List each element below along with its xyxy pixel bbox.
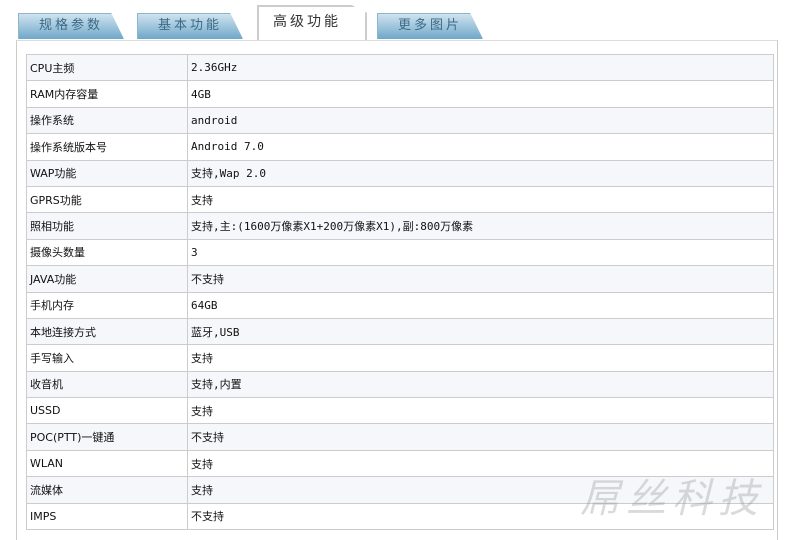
spec-label: JAVA功能: [26, 265, 188, 293]
spec-value: 支持: [187, 185, 774, 214]
table-row: 操作系统 android: [26, 106, 774, 135]
spec-label: 手机内存: [26, 291, 188, 319]
tab-specs[interactable]: 规格参数: [18, 13, 124, 39]
spec-value: 不支持: [187, 423, 774, 451]
spec-value: 支持: [187, 449, 774, 478]
spec-label: 摄像头数量: [26, 238, 188, 267]
spec-value: 支持,内置: [187, 370, 774, 399]
table-row: 操作系统版本号 Android 7.0: [26, 133, 774, 161]
table-row: 摄像头数量 3: [26, 238, 774, 267]
spec-label: 流媒体: [26, 476, 188, 504]
table-row: WAP功能 支持,Wap 2.0: [26, 159, 774, 187]
spec-value: 支持,主:(1600万像素X1+200万像素X1),副:800万像素: [187, 212, 774, 240]
tab-basic-features[interactable]: 基本功能: [137, 13, 243, 39]
spec-value: Android 7.0: [187, 133, 774, 161]
spec-label: 手写输入: [26, 344, 188, 372]
spec-value: 不支持: [187, 265, 774, 293]
tab-advanced-features[interactable]: 高级功能: [257, 5, 367, 41]
table-row: WLAN 支持: [26, 449, 774, 478]
tab-more-images[interactable]: 更多图片: [377, 13, 483, 39]
spec-table: CPU主频 2.36GHz RAM内存容量 4GB 操作系统 android 操作系统版本号…: [26, 53, 774, 531]
table-row: RAM内存容量 4GB: [26, 80, 774, 108]
spec-value: 3: [187, 238, 774, 267]
spec-label: 收音机: [26, 370, 188, 399]
spec-value: android: [187, 106, 774, 135]
tab-bar: 规格参数 基本功能 高级功能 更多图片: [0, 0, 790, 42]
spec-label: WLAN: [26, 449, 188, 478]
spec-value: 2.36GHz: [187, 53, 774, 82]
spec-label: 本地连接方式: [26, 317, 188, 346]
table-row: POC(PTT)一键通 不支持: [26, 423, 774, 451]
table-row: 照相功能 支持,主:(1600万像素X1+200万像素X1),副:800万像素: [26, 212, 774, 240]
spec-label: CPU主频: [26, 53, 188, 82]
spec-label: POC(PTT)一键通: [26, 423, 188, 451]
table-row: JAVA功能 不支持: [26, 265, 774, 293]
spec-value: 支持: [187, 397, 774, 425]
spec-label: GPRS功能: [26, 185, 188, 214]
table-row: GPRS功能 支持: [26, 185, 774, 214]
spec-value: 64GB: [187, 291, 774, 319]
table-row: CPU主频 2.36GHz: [26, 53, 774, 82]
spec-label: USSD: [26, 397, 188, 425]
spec-value: 支持: [187, 344, 774, 372]
spec-label: WAP功能: [26, 159, 188, 187]
content-frame: [16, 40, 778, 540]
spec-value: 支持,Wap 2.0: [187, 159, 774, 187]
table-row: 手机内存 64GB: [26, 291, 774, 319]
watermark: 屌丝科技: [580, 476, 764, 522]
spec-value: 蓝牙,USB: [187, 317, 774, 346]
spec-value: 4GB: [187, 80, 774, 108]
table-row: USSD 支持: [26, 397, 774, 425]
table-row: 本地连接方式 蓝牙,USB: [26, 317, 774, 346]
spec-label: 操作系统: [26, 106, 188, 135]
spec-label: 操作系统版本号: [26, 133, 188, 161]
spec-label: RAM内存容量: [26, 80, 188, 108]
table-row: 收音机 支持,内置: [26, 370, 774, 399]
spec-label: 照相功能: [26, 212, 188, 240]
table-row: 手写输入 支持: [26, 344, 774, 372]
